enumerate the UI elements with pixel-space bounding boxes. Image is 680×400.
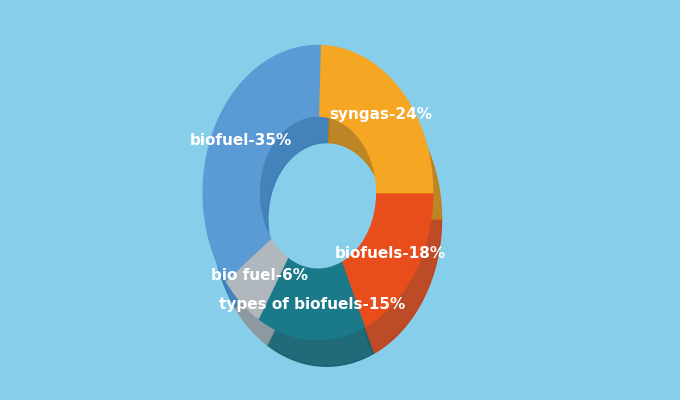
- Polygon shape: [351, 219, 441, 354]
- Polygon shape: [212, 72, 330, 307]
- Polygon shape: [258, 258, 364, 340]
- Text: syngas-24%: syngas-24%: [329, 107, 432, 122]
- Text: biofuels-18%: biofuels-18%: [335, 246, 446, 261]
- Polygon shape: [235, 265, 296, 345]
- Polygon shape: [328, 72, 441, 219]
- Polygon shape: [203, 46, 322, 281]
- Text: biofuel-35%: biofuel-35%: [190, 134, 292, 148]
- Polygon shape: [267, 284, 373, 366]
- Polygon shape: [342, 193, 432, 327]
- Polygon shape: [226, 238, 288, 318]
- Text: bio fuel-6%: bio fuel-6%: [211, 268, 308, 283]
- Polygon shape: [320, 46, 432, 193]
- Text: types of biofuels-15%: types of biofuels-15%: [219, 297, 405, 312]
